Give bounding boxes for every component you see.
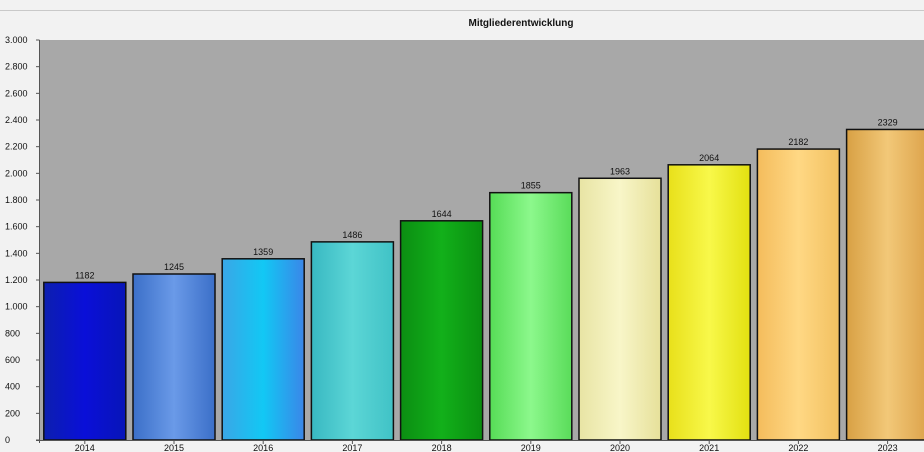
y-tick-label: 600: [5, 355, 20, 365]
x-tick-label-2021: 2021: [699, 443, 719, 452]
data-label-2014: 1182: [75, 270, 94, 280]
x-tick-label-2014: 2014: [75, 443, 95, 452]
y-tick-label: 3.000: [5, 35, 28, 45]
x-tick-label-2023: 2023: [878, 443, 898, 452]
bar-2015: [132, 273, 216, 441]
x-axis: 2014 2015 2016 2017 2018 2019 2020 2021 2022 2023: [36, 440, 924, 452]
y-tick-label: 800: [5, 328, 20, 338]
y-tick-label: 200: [5, 408, 20, 418]
bar-2016: [221, 258, 305, 441]
y-axis: 0 200 400 600 800 1.000 1.200 1.400 1.600 1.800 2.…: [5, 35, 40, 445]
y-tick-label: 1.200: [5, 275, 28, 285]
y-tick-label: 1.800: [5, 195, 28, 205]
y-tick-label: 2.600: [5, 88, 28, 98]
data-label-2021: 2064: [699, 153, 719, 163]
bar-2014: [43, 281, 127, 441]
x-tick-label-2017: 2017: [342, 443, 362, 452]
data-label-2020: 1963: [610, 166, 630, 176]
data-label-2015: 1245: [164, 262, 184, 272]
y-tick-label: 2.400: [5, 115, 28, 125]
chart-title: Mitgliederentwicklung: [468, 18, 573, 29]
y-tick-label: 2.000: [5, 168, 28, 178]
y-tick-label: 1.000: [5, 302, 28, 312]
x-tick-label-2015: 2015: [164, 443, 184, 452]
data-label-2016: 1359: [253, 247, 273, 257]
bars: 1182 1245 1359 1486 1644 1855 1963 2064 2182 2329: [43, 117, 924, 441]
bar-2023: [845, 128, 924, 441]
data-label-2017: 1486: [342, 230, 362, 240]
y-tick-label: 400: [5, 382, 20, 392]
data-label-2023: 2329: [878, 117, 898, 127]
y-tick-label: 1.400: [5, 248, 28, 258]
bar-2019: [489, 191, 573, 441]
x-tick-label-2019: 2019: [521, 443, 541, 452]
y-tick-label: 2.200: [5, 142, 28, 152]
x-tick-label-2018: 2018: [432, 443, 452, 452]
y-tick-label: 1.600: [5, 222, 28, 232]
bar-2018: [399, 220, 484, 441]
x-tick-label-2020: 2020: [610, 443, 630, 452]
data-label-2018: 1644: [432, 209, 452, 219]
bar-2017: [310, 241, 395, 441]
bar-2021: [667, 164, 751, 441]
data-label-2022: 2182: [788, 137, 808, 147]
bar-2020: [578, 177, 662, 441]
y-tick-label: 0: [5, 435, 10, 445]
x-tick-label-2016: 2016: [253, 443, 273, 452]
bar-2022: [756, 148, 841, 441]
data-label-2019: 1855: [521, 181, 541, 191]
y-tick-label: 2.800: [5, 62, 28, 72]
x-tick-label-2022: 2022: [788, 443, 808, 452]
